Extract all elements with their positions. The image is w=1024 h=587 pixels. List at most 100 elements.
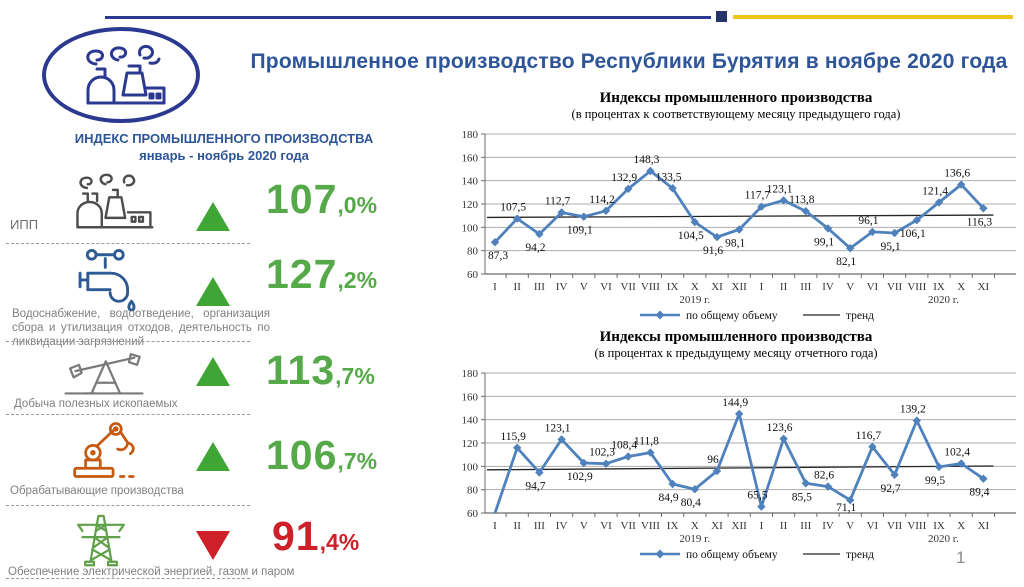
svg-text:92,7: 92,7 <box>881 483 901 495</box>
svg-text:IX: IX <box>667 520 679 532</box>
svg-text:80,4: 80,4 <box>681 497 701 509</box>
indicator-row-ipp: ИПП 107,0% <box>0 166 450 244</box>
svg-text:X: X <box>691 520 699 532</box>
svg-text:II: II <box>514 520 522 532</box>
indicator-row-water: 127,2% Водоснабжение, водоотведение, орг… <box>0 247 450 348</box>
value-decimal: ,2% <box>337 267 378 293</box>
svg-text:113,8: 113,8 <box>789 194 815 206</box>
dashed-separator <box>6 341 250 342</box>
svg-text:180: 180 <box>462 129 479 141</box>
svg-text:82,1: 82,1 <box>836 256 856 268</box>
svg-text:VI: VI <box>867 520 879 532</box>
svg-text:2020 г.: 2020 г. <box>928 533 959 545</box>
svg-text:II: II <box>780 281 788 293</box>
svg-text:X: X <box>957 520 965 532</box>
svg-text:111,8: 111,8 <box>634 436 659 448</box>
svg-text:116,3: 116,3 <box>967 216 993 228</box>
up-triangle-icon <box>196 442 230 471</box>
svg-text:91,6: 91,6 <box>703 245 723 257</box>
svg-text:60: 60 <box>467 508 479 520</box>
indicator-value: 127,2% <box>266 251 377 298</box>
svg-text:III: III <box>534 281 545 293</box>
svg-text:123,6: 123,6 <box>767 422 793 434</box>
svg-text:114,2: 114,2 <box>589 194 615 206</box>
svg-text:144,9: 144,9 <box>722 397 748 409</box>
value-decimal: ,7% <box>337 448 378 474</box>
svg-text:V: V <box>846 281 854 293</box>
svg-text:по общему объему: по общему объему <box>686 549 778 561</box>
svg-text:2020 г.: 2020 г. <box>928 294 959 306</box>
chart-title: Индексы промышленного производства <box>599 90 873 106</box>
svg-text:VI: VI <box>600 281 612 293</box>
svg-text:VIII: VIII <box>907 281 926 293</box>
svg-text:2019 г.: 2019 г. <box>679 294 710 306</box>
ipp-chart-mom: Индексы промышленного производства (в пр… <box>448 329 1024 561</box>
svg-text:III: III <box>800 281 811 293</box>
svg-text:II: II <box>780 520 788 532</box>
svg-text:109,1: 109,1 <box>567 225 593 237</box>
svg-text:140: 140 <box>462 176 479 188</box>
svg-text:65,5: 65,5 <box>747 490 767 502</box>
left-panel-heading-line1: ИНДЕКС ПРОМЫШЛЕННОГО ПРОИЗВОДСТВА <box>74 131 374 146</box>
svg-text:120: 120 <box>462 438 479 450</box>
svg-text:133,5: 133,5 <box>656 171 682 183</box>
svg-text:VII: VII <box>887 520 903 532</box>
svg-text:106,1: 106,1 <box>900 228 926 240</box>
svg-text:123,1: 123,1 <box>767 183 793 195</box>
factory-logo-icon <box>86 44 166 105</box>
svg-text:II: II <box>514 281 522 293</box>
svg-text:104,5: 104,5 <box>678 230 704 242</box>
svg-text:XI: XI <box>978 281 990 293</box>
svg-text:102,9: 102,9 <box>567 471 593 483</box>
value-integer: 106 <box>266 432 338 478</box>
svg-text:VII: VII <box>621 520 637 532</box>
value-integer: 107 <box>266 176 338 222</box>
indicator-label: Добыча полезных ископаемых <box>14 398 178 410</box>
svg-text:III: III <box>534 520 545 532</box>
indicator-row-mining: 113,7% Добыча полезных ископаемых <box>0 345 450 414</box>
svg-text:60: 60 <box>467 269 479 281</box>
svg-text:XI: XI <box>711 520 723 532</box>
svg-text:87,3: 87,3 <box>488 250 508 262</box>
svg-text:IX: IX <box>933 520 945 532</box>
svg-text:IX: IX <box>667 281 679 293</box>
value-integer: 127 <box>266 251 338 297</box>
svg-text:82,6: 82,6 <box>814 470 834 482</box>
svg-text:112,7: 112,7 <box>545 196 571 208</box>
chart-subtitle: (в процентах к предыдущему месяцу отчетн… <box>594 346 878 360</box>
svg-text:99,1: 99,1 <box>814 236 834 248</box>
svg-text:98,1: 98,1 <box>725 238 745 250</box>
svg-text:I: I <box>493 281 497 293</box>
svg-text:80: 80 <box>467 485 479 497</box>
svg-text:136,6: 136,6 <box>944 168 970 180</box>
svg-text:180: 180 <box>462 368 479 380</box>
svg-text:95,1: 95,1 <box>881 241 901 253</box>
svg-text:71,1: 71,1 <box>836 502 856 514</box>
svg-text:VIII: VIII <box>641 520 660 532</box>
svg-text:94,7: 94,7 <box>525 481 545 493</box>
robot-arm-icon <box>73 422 135 478</box>
svg-text:121,4: 121,4 <box>922 185 948 197</box>
value-decimal: ,0% <box>337 192 378 218</box>
svg-text:I: I <box>760 281 764 293</box>
svg-text:96,1: 96,1 <box>858 215 878 227</box>
value-decimal: ,4% <box>319 529 360 555</box>
svg-text:I: I <box>493 520 497 532</box>
svg-text:IV: IV <box>822 520 834 532</box>
factory-icon <box>76 173 154 229</box>
top-divider-square <box>716 11 727 22</box>
svg-text:IV: IV <box>822 281 834 293</box>
svg-text:XI: XI <box>711 281 723 293</box>
svg-text:96: 96 <box>707 454 719 466</box>
svg-text:116,7: 116,7 <box>856 430 882 442</box>
svg-text:XII: XII <box>732 520 748 532</box>
svg-text:V: V <box>846 520 854 532</box>
svg-text:108,4: 108,4 <box>611 440 637 452</box>
svg-text:100: 100 <box>462 222 479 234</box>
svg-text:132,9: 132,9 <box>611 172 637 184</box>
indicator-value: 106,7% <box>266 432 377 479</box>
chart-canvas: 60 80 100 120 140 160 180 I II III IV V VI VII VIII IX X… <box>448 361 1024 561</box>
svg-text:160: 160 <box>462 391 479 403</box>
up-triangle-icon <box>196 277 230 306</box>
